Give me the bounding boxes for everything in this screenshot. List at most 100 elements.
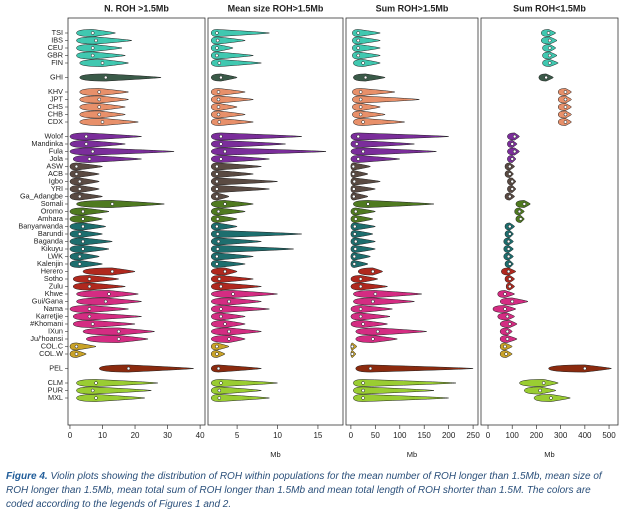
category-label: JPT [50,94,64,103]
violin [548,364,612,373]
violin [210,275,254,283]
violin [76,29,116,37]
median-dot [216,366,221,371]
category-label: Nama [44,304,64,313]
median-dot [90,46,95,50]
median-dot [216,209,221,214]
median-dot [371,269,375,274]
median-dot [361,388,365,393]
violin [353,297,415,306]
median-dot [547,46,552,50]
median-dot [510,187,514,191]
median-dot [217,388,222,393]
category-label: Sotho [44,274,63,283]
median-dot [223,269,227,274]
median-dot [90,149,95,154]
median-dot [506,247,511,251]
median-dot [223,202,227,206]
median-dot [100,61,105,65]
median-dot [356,157,360,161]
median-dot [358,97,363,102]
violin [69,192,103,201]
violin [210,162,262,171]
median-dot [352,254,357,259]
violin [210,364,262,373]
median-dot [217,120,222,124]
category-label: IBS [51,35,63,44]
violin [352,44,381,52]
violin [76,386,152,395]
median-dot [563,112,568,117]
median-dot [547,38,552,43]
category-label: Kalenjin [37,259,63,268]
category-label: COL.W [39,349,63,358]
panel-title: N. ROH >1.5Mb [104,3,169,13]
violin [355,335,398,343]
panel-frame [345,17,479,426]
violin [210,290,278,298]
category-label: Gui/Gana [32,296,64,305]
median-dot [77,232,82,236]
median-dot [510,157,514,161]
violin [350,275,379,283]
violin [210,185,270,193]
violin [210,110,246,119]
category-label: Jola [50,154,64,163]
median-dot [74,344,79,349]
median-dot [215,352,219,356]
violin [353,118,405,126]
violin [98,364,194,373]
violin [210,327,262,336]
violin [210,192,230,201]
median-dot [215,53,219,58]
category-label: Barundi [38,229,64,238]
violin [350,230,374,238]
median-dot [371,299,375,304]
median-dot [87,277,92,281]
caption: Figure 4. Violin plots showing the distr… [6,470,618,512]
violin [69,147,175,156]
median-dot [506,269,511,274]
category-label: CLM [48,378,63,387]
violin [210,320,246,328]
category-label: FIN [51,58,63,67]
category-label: Amhara [37,214,63,223]
median-dot [215,262,219,266]
median-dot [512,134,517,139]
median-dot [508,224,512,229]
violin [350,282,388,291]
category-label: Herero [41,266,63,275]
median-dot [361,149,365,154]
median-dot [563,97,568,102]
violin [76,297,142,306]
median-dot [227,337,231,341]
median-dot [110,202,115,206]
median-dot [356,31,360,35]
violin [350,170,369,178]
violin [357,267,383,276]
median-dot [84,142,88,146]
median-dot [97,112,101,117]
x-axis-label: Mb [407,450,417,459]
violin [76,394,146,402]
violin [210,245,294,253]
median-dot [358,105,363,109]
violin [350,260,369,268]
category-label: MXL [48,393,63,402]
violin [350,147,437,156]
median-dot [107,292,111,296]
x-tick-label: 150 [418,431,432,440]
violin [352,29,381,37]
category-label: CDX [48,117,64,126]
category-label: Igbo [49,176,63,185]
median-dot [506,254,511,259]
violin [69,342,97,351]
median-dot [354,239,358,244]
median-dot [77,179,82,184]
violin [210,147,327,156]
median-dot [508,277,512,281]
x-tick-label: 5 [235,431,240,440]
median-dot [563,105,568,109]
violin [210,155,270,163]
median-dot [219,134,223,139]
